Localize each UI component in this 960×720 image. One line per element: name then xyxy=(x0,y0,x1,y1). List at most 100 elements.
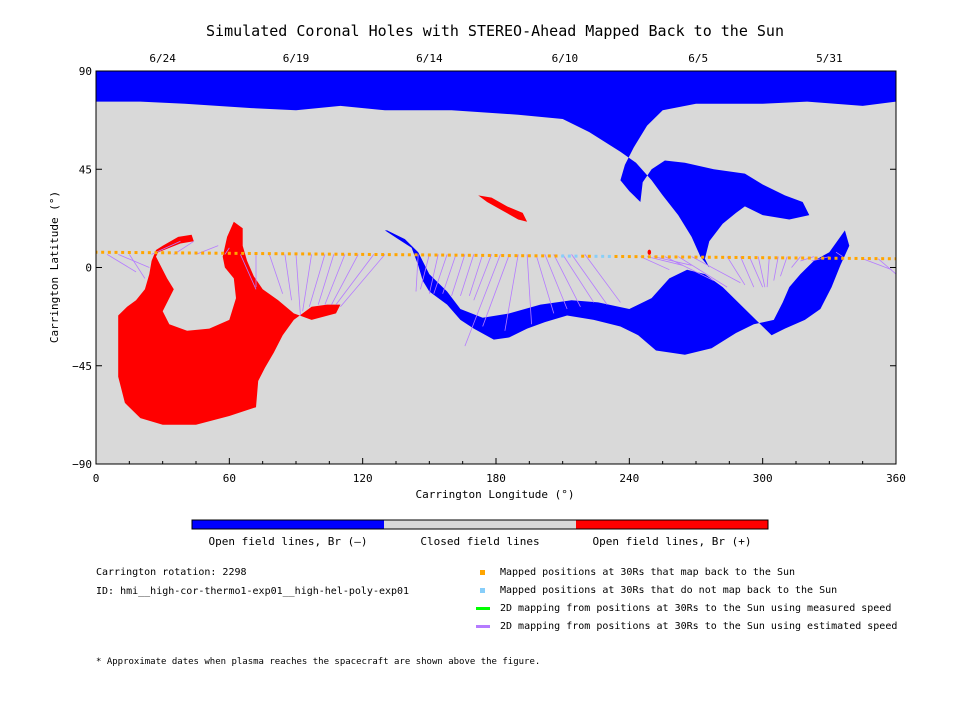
y-tick-label: 0 xyxy=(85,262,92,275)
mapped-point xyxy=(687,255,691,259)
mapped-point xyxy=(221,251,225,255)
mapping-line xyxy=(340,254,386,308)
mapped-point xyxy=(381,253,385,257)
y-axis-label: Carrington Latitude (°) xyxy=(48,191,61,343)
mapped-point xyxy=(801,256,805,260)
legend-item-not-mapped: Mapped positions at 30Rs that do not map… xyxy=(476,585,837,596)
mapped-point xyxy=(247,251,251,255)
legend-label-not-mapped: Mapped positions at 30Rs that do not map… xyxy=(500,585,838,596)
mapped-point xyxy=(534,254,538,258)
mapped-point xyxy=(327,252,331,256)
mapped-point xyxy=(447,253,451,257)
mapping-line xyxy=(335,254,375,305)
mapped-point xyxy=(521,254,525,258)
colorbar-label-negative: Open field lines, Br (–) xyxy=(209,535,368,548)
mapping-line xyxy=(678,256,728,288)
mapped-point xyxy=(621,255,625,259)
mapping-line xyxy=(726,256,746,286)
orange-square-icon xyxy=(480,569,485,575)
mapped-point xyxy=(834,256,838,260)
mapped-point xyxy=(427,253,431,257)
x-tick-label: 300 xyxy=(753,472,773,485)
mapped-point xyxy=(161,251,165,255)
mapped-point xyxy=(494,253,498,257)
mapping-line xyxy=(535,254,555,314)
mapped-point xyxy=(514,254,518,258)
mapping-line xyxy=(835,251,843,257)
mapped-point xyxy=(861,256,865,260)
mapping-line xyxy=(224,247,230,255)
region-positive-4 xyxy=(118,221,341,425)
mapped-point xyxy=(127,250,131,254)
mapped-point xyxy=(581,254,585,258)
mapped-point xyxy=(794,256,798,260)
mapped-point xyxy=(154,251,158,255)
legend-item-measured-speed: 2D mapping from positions at 30Rs to the… xyxy=(476,603,891,614)
mapping-line xyxy=(295,254,301,316)
mapped-point xyxy=(314,252,318,256)
mapping-line xyxy=(773,256,779,281)
region-closed-2 xyxy=(763,289,780,312)
mapped-point xyxy=(614,254,618,258)
x-axis-label: Carrington Longitude (°) xyxy=(416,488,575,501)
mapped-point xyxy=(814,256,818,260)
mapping-line xyxy=(740,256,755,288)
mapping-line xyxy=(433,254,448,294)
mapped-point xyxy=(394,253,398,257)
carrington-rotation: Carrington rotation: 2298 xyxy=(96,567,247,578)
mapped-point xyxy=(694,255,698,259)
mapping-line xyxy=(877,258,896,275)
mapped-point xyxy=(481,253,485,257)
x-tick-label: 240 xyxy=(619,472,639,485)
region-positive-5 xyxy=(647,249,652,255)
mapping-line xyxy=(544,254,568,310)
mapped-point xyxy=(287,252,291,256)
mapped-point xyxy=(867,257,871,261)
y-tick-label: 45 xyxy=(79,163,92,176)
mapping-line xyxy=(757,256,766,288)
x-tick-label: 180 xyxy=(486,472,506,485)
mapped-point xyxy=(347,252,351,256)
date-tick-label: 6/24 xyxy=(149,52,176,65)
colorbar: Open field lines, Br (–) Closed field li… xyxy=(191,519,769,548)
mapped-point xyxy=(167,251,171,255)
unmapped-point xyxy=(574,254,578,258)
mapped-point xyxy=(194,251,198,255)
mapped-point xyxy=(254,252,258,256)
mapped-point xyxy=(767,256,771,260)
mapped-point xyxy=(147,251,151,255)
y-tick-label: 90 xyxy=(79,65,92,78)
mapped-point xyxy=(341,252,345,256)
mapping-line xyxy=(766,256,770,288)
mapped-point xyxy=(407,253,411,257)
mapped-point xyxy=(374,253,378,257)
colorbar-label-positive: Open field lines, Br (+) xyxy=(593,535,752,548)
date-tick-label: 6/14 xyxy=(416,52,443,65)
mapped-point xyxy=(781,256,785,260)
mapping-line xyxy=(460,254,475,297)
mapped-point xyxy=(727,255,731,259)
mapping-line xyxy=(562,254,595,303)
mapped-point xyxy=(474,253,478,257)
mapped-point xyxy=(234,251,238,255)
mapped-point xyxy=(654,255,658,259)
mapped-point xyxy=(634,255,638,259)
mapped-point xyxy=(367,252,371,256)
mapped-point xyxy=(141,251,145,255)
mapped-point xyxy=(754,256,758,260)
mapped-point xyxy=(734,255,738,259)
mapped-point xyxy=(761,256,765,260)
y-tick-label: −45 xyxy=(72,360,92,373)
mapped-point xyxy=(721,255,725,259)
mapped-point xyxy=(661,255,665,259)
mapping-line xyxy=(106,254,137,273)
mapping-line xyxy=(526,254,532,325)
mapped-point xyxy=(541,254,545,258)
mapped-point xyxy=(841,256,845,260)
mapped-point xyxy=(854,256,858,260)
mapped-point xyxy=(507,254,511,258)
mapped-point xyxy=(827,256,831,260)
mapped-point xyxy=(321,252,325,256)
x-tick-label: 60 xyxy=(223,472,236,485)
